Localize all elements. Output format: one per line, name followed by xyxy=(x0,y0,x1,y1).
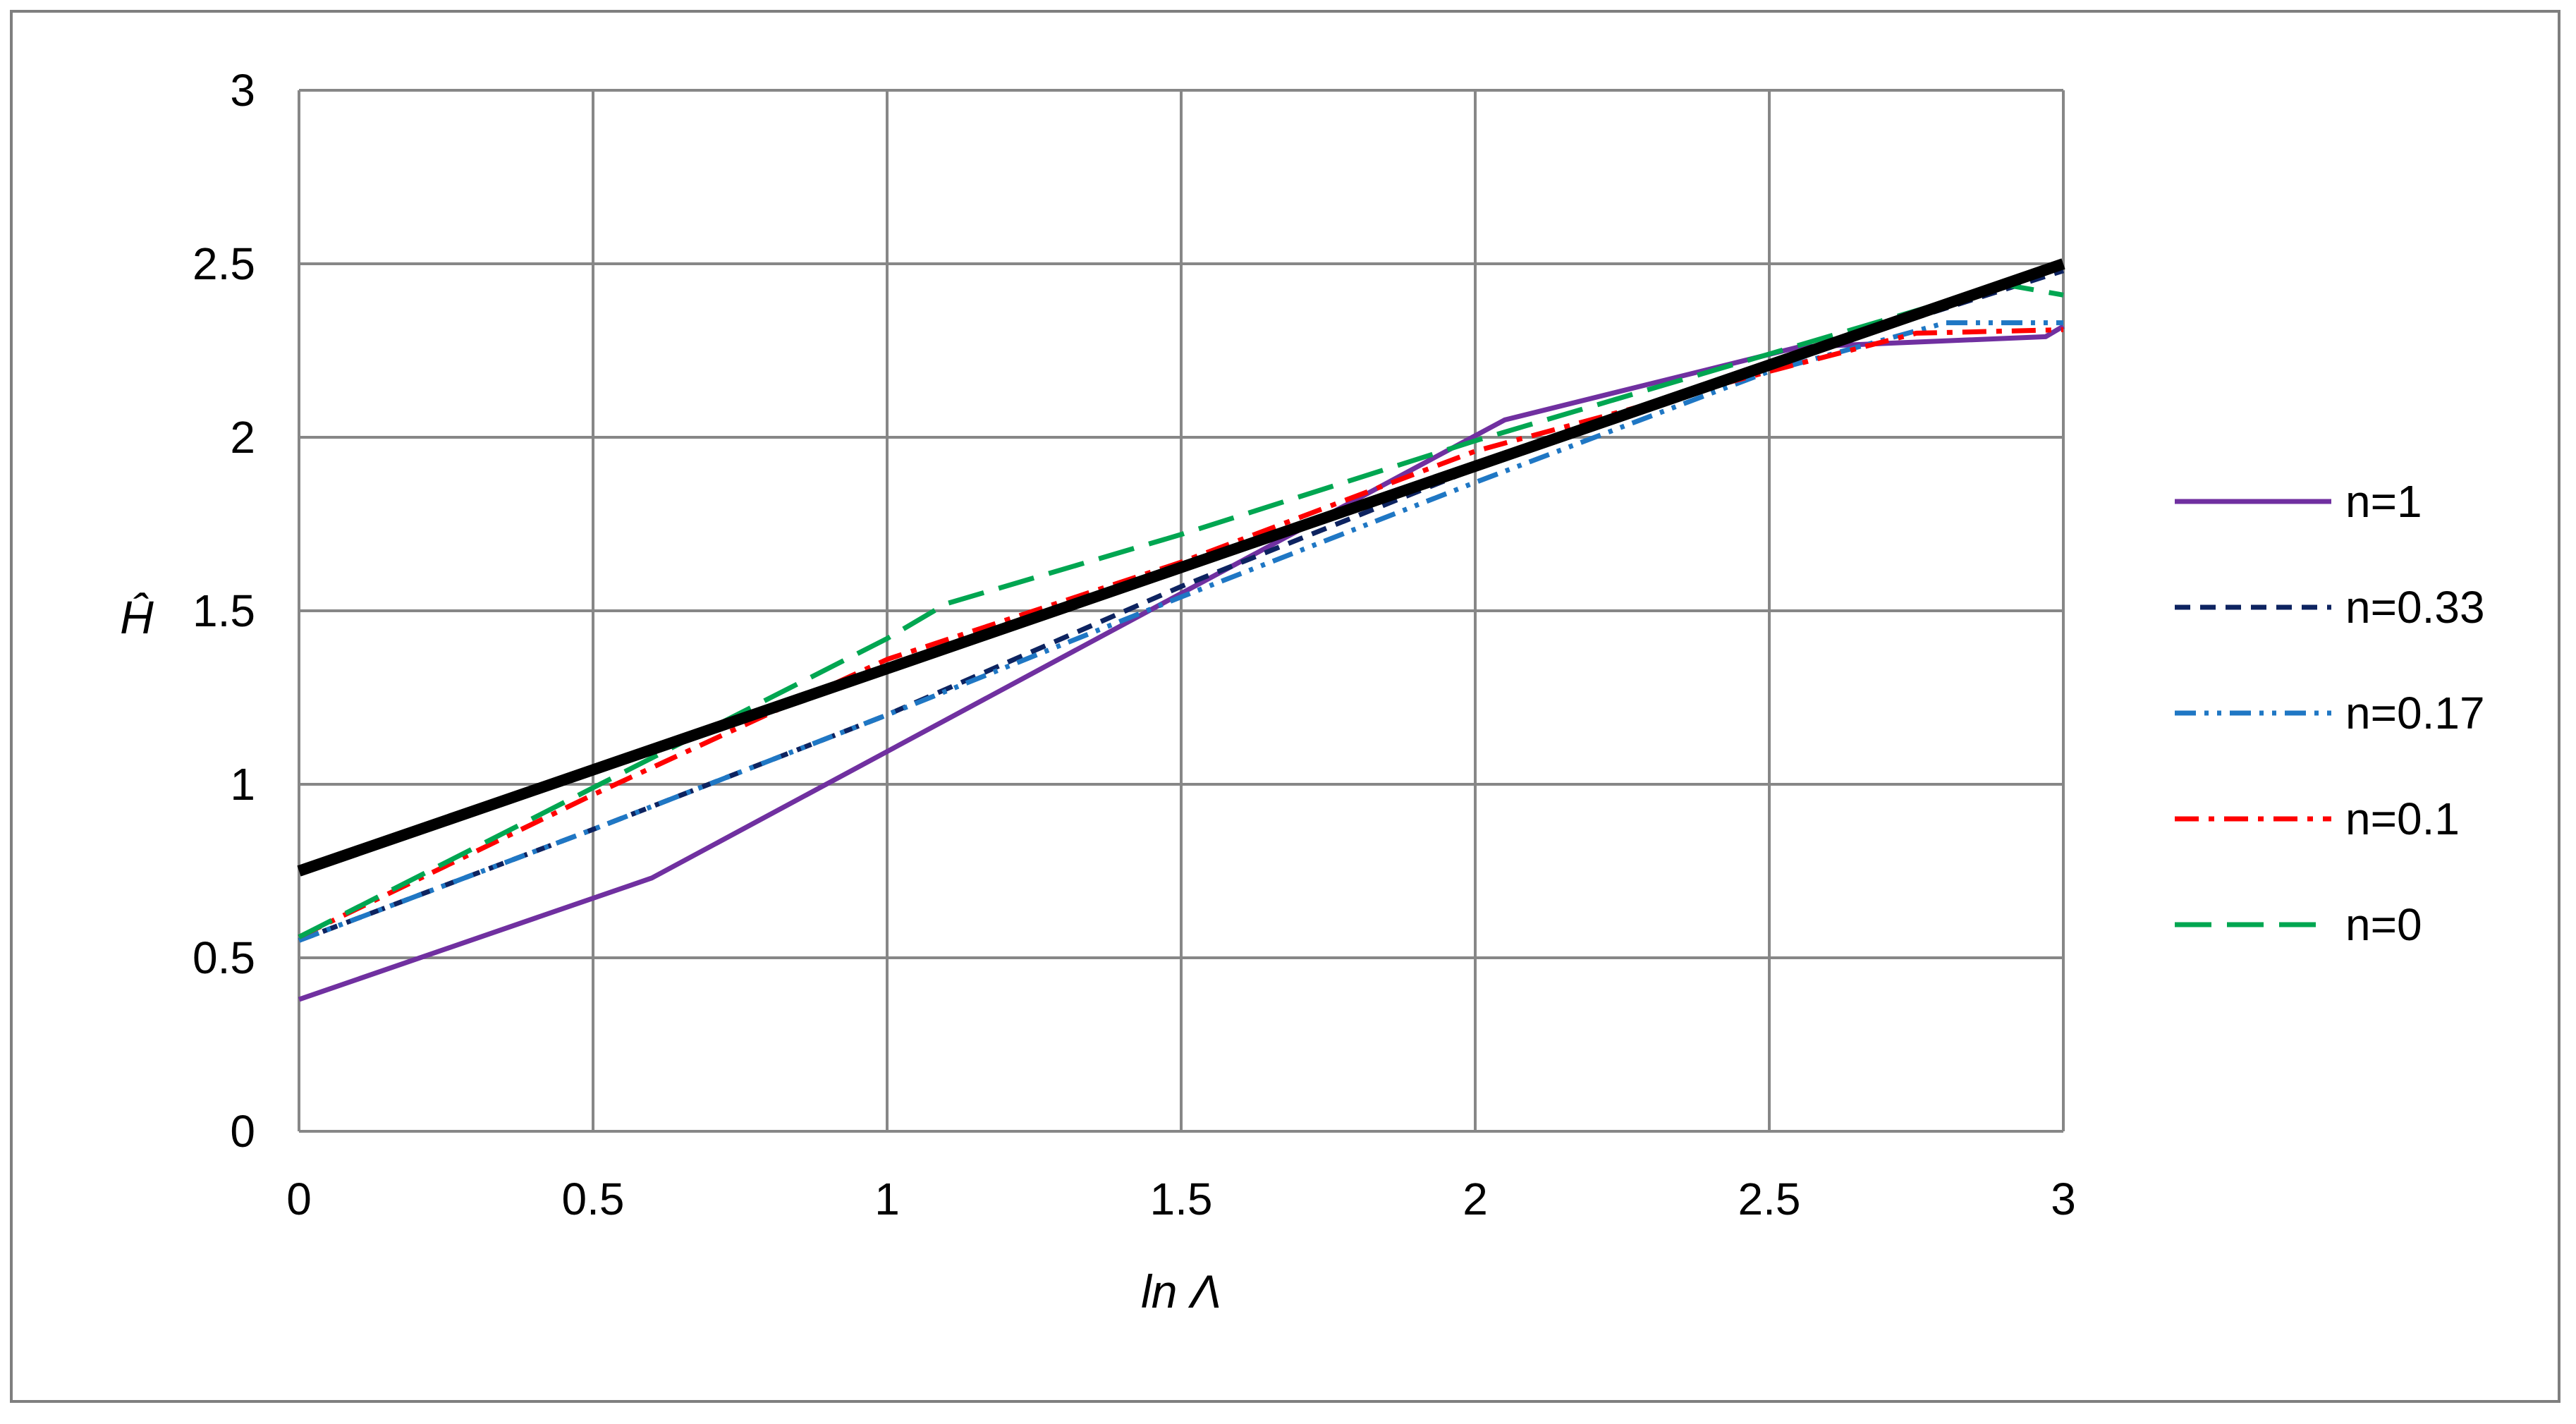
x-tick-label: 3 xyxy=(2051,1174,2076,1224)
x-axis-title: ln Λ xyxy=(1141,1265,1221,1317)
x-tick-label: 1.5 xyxy=(1150,1174,1213,1224)
y-tick-label: 2 xyxy=(230,412,255,463)
legend: n=1 n=0.33 n=0.17 n=0.1 n=0 xyxy=(2175,476,2485,950)
legend-label: n=0.33 xyxy=(2345,582,2485,633)
series-line-n=0.17 xyxy=(298,320,2063,943)
y-tick-label: 1 xyxy=(230,759,255,810)
y-tick-label: 1.5 xyxy=(193,585,255,636)
y-tick-label: 0 xyxy=(230,1106,255,1157)
series-line-n=0.1 xyxy=(298,327,2064,939)
legend-label: n=0 xyxy=(2345,899,2422,950)
chart-frame: 0 0.5 1 1.5 2 2.5 3 0 0.5 1 1.5 2 2.5 3 n=1 n=0.33 n=0.… xyxy=(10,10,2560,1403)
series-lines xyxy=(297,258,2065,1002)
x-tick-label: 1 xyxy=(874,1174,900,1224)
series-line-n=1 xyxy=(298,324,2065,1002)
x-tick-label: 0.5 xyxy=(562,1174,625,1224)
x-tick-label: 0 xyxy=(286,1174,312,1224)
reference-line xyxy=(297,258,2065,877)
grid xyxy=(298,89,2065,1133)
tick-labels: 0 0.5 1 1.5 2 2.5 3 0 0.5 1 1.5 2 2.5 3 xyxy=(193,65,2076,1224)
x-tick-label: 2.5 xyxy=(1738,1174,1801,1224)
y-axis-title: Ĥ xyxy=(120,591,154,643)
chart-svg: 0 0.5 1 1.5 2 2.5 3 0 0.5 1 1.5 2 2.5 3 n=1 n=0.33 n=0.… xyxy=(120,65,2485,1317)
legend-label: n=0.17 xyxy=(2345,688,2485,738)
y-tick-label: 3 xyxy=(230,65,255,116)
y-tick-label: 0.5 xyxy=(193,932,255,983)
legend-label: n=1 xyxy=(2345,476,2422,527)
y-tick-label: 2.5 xyxy=(193,238,255,289)
legend-label: n=0.1 xyxy=(2345,793,2460,844)
x-tick-label: 2 xyxy=(1463,1174,1488,1224)
